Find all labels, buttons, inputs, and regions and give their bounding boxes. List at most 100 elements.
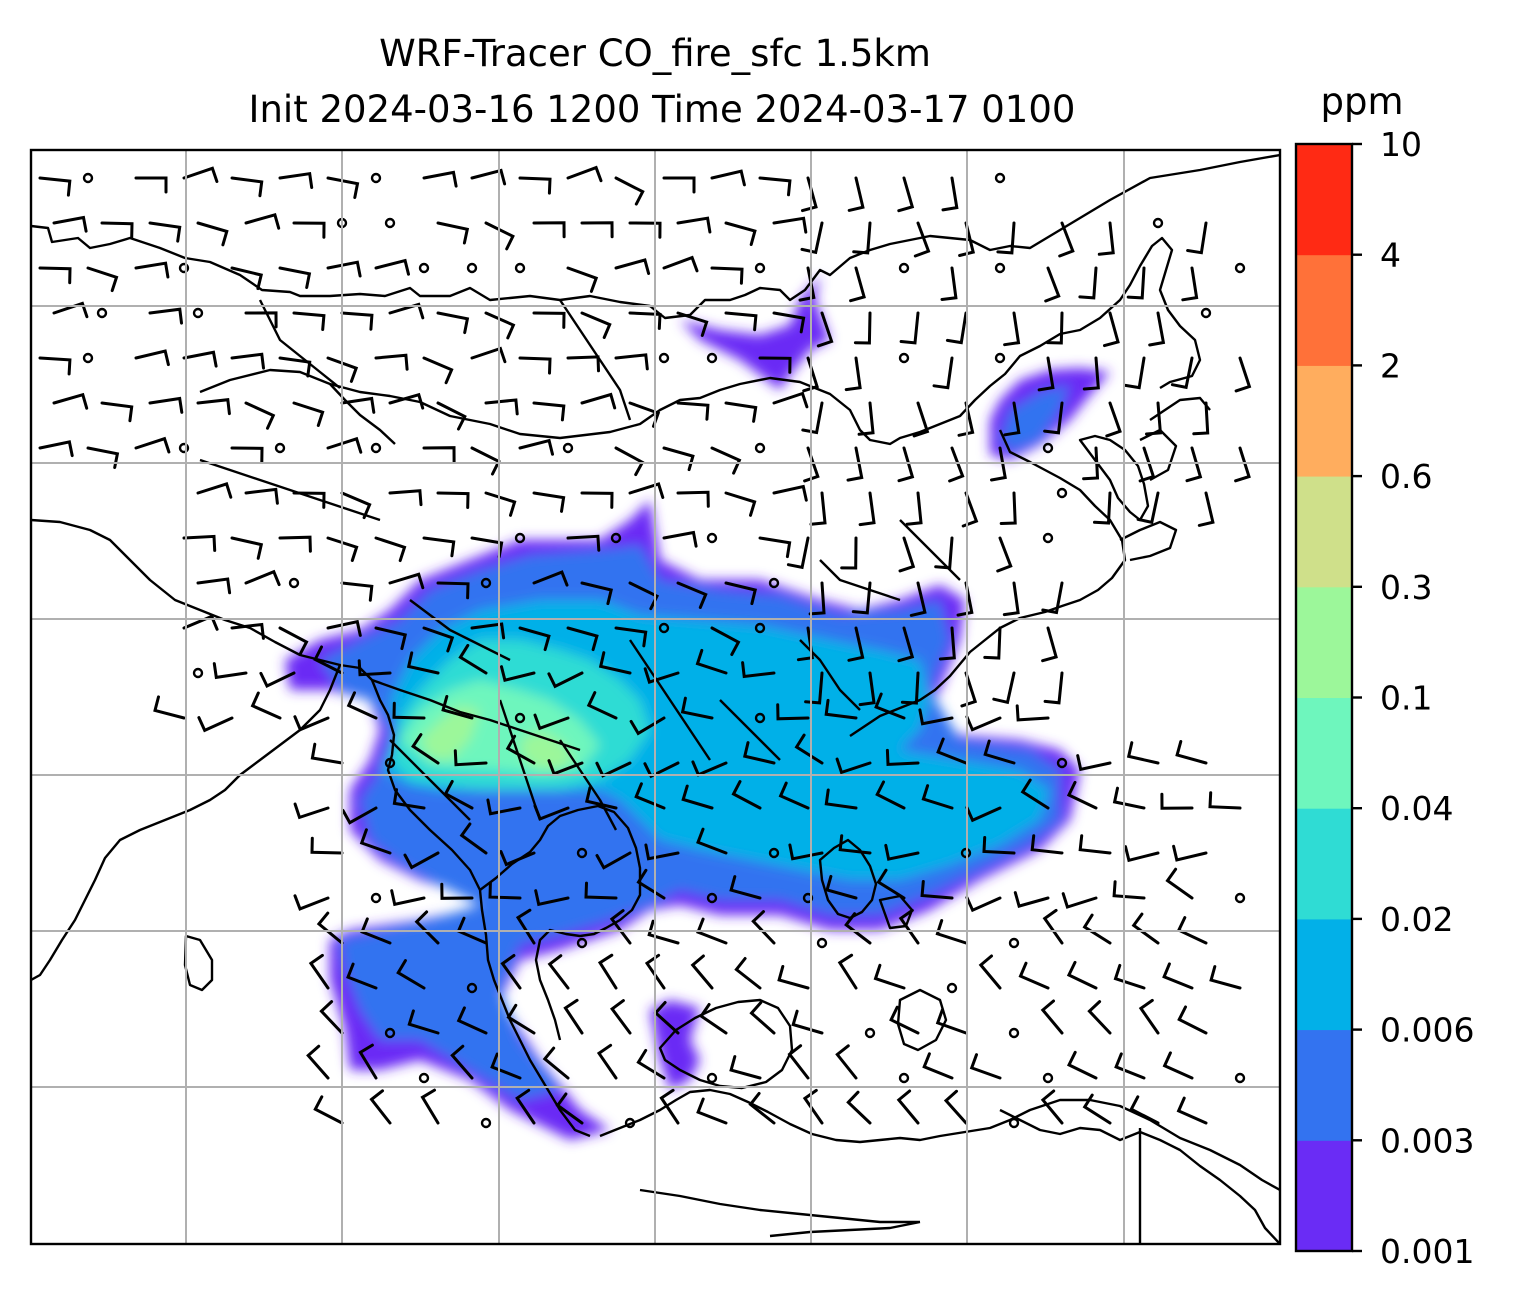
wind-barb bbox=[326, 260, 362, 278]
wind-barb bbox=[1042, 908, 1064, 945]
wind-barb bbox=[1082, 356, 1100, 391]
wind-barb bbox=[676, 581, 708, 609]
calm-wind-marker bbox=[384, 217, 396, 229]
coastlines bbox=[31, 153, 1280, 1244]
calm-wind-marker bbox=[562, 442, 574, 454]
colorbar-tick-label: 0.6 bbox=[1380, 457, 1432, 496]
wind-barb bbox=[758, 536, 792, 559]
wind-barb bbox=[778, 781, 810, 810]
calm-wind-marker bbox=[898, 352, 910, 364]
wind-barbs bbox=[38, 165, 1252, 1129]
wind-barb bbox=[943, 1089, 968, 1125]
wind-barb bbox=[1138, 446, 1156, 483]
wind-barb bbox=[1018, 961, 1050, 990]
wind-barb bbox=[441, 695, 474, 720]
calm-wind-marker bbox=[82, 352, 94, 364]
wind-barb bbox=[597, 953, 618, 990]
wind-barb bbox=[1041, 626, 1058, 663]
wind-barb bbox=[292, 401, 325, 427]
wind-barb bbox=[580, 581, 614, 606]
wind-barb bbox=[1126, 266, 1146, 300]
wind-barb bbox=[1148, 311, 1166, 347]
wind-barb bbox=[922, 1052, 954, 1080]
wind-barb bbox=[647, 919, 680, 945]
calm-wind-marker bbox=[994, 352, 1006, 364]
wind-barb bbox=[710, 169, 746, 187]
wind-barb bbox=[580, 311, 612, 339]
calm-wind-marker bbox=[946, 982, 958, 994]
wind-barb bbox=[306, 1044, 330, 1080]
wind-barb bbox=[1138, 998, 1160, 1035]
wind-barb bbox=[1002, 581, 1020, 617]
wind-barb bbox=[134, 349, 170, 367]
wind-barb bbox=[1076, 754, 1112, 772]
calm-wind-marker bbox=[418, 262, 430, 274]
wind-barb bbox=[586, 691, 618, 720]
wind-barb bbox=[957, 401, 975, 437]
wind-barb bbox=[699, 1003, 728, 1035]
wind-barb bbox=[1112, 786, 1146, 810]
wind-barb bbox=[422, 446, 456, 464]
wind-barb bbox=[748, 1091, 776, 1125]
wind-barb bbox=[244, 311, 278, 329]
wind-barb bbox=[230, 622, 265, 640]
wind-barb bbox=[1030, 834, 1064, 855]
wind-barb bbox=[358, 1043, 378, 1080]
wind-barb bbox=[1162, 962, 1194, 990]
wind-barb bbox=[547, 759, 584, 776]
calm-wind-marker bbox=[610, 532, 622, 544]
country-borders bbox=[199, 299, 961, 831]
wind-barb bbox=[1181, 266, 1199, 302]
colorbar-tick-label: 0.04 bbox=[1380, 789, 1453, 828]
wind-barb bbox=[292, 221, 326, 239]
coastline-java bbox=[639, 1188, 921, 1238]
wind-barb bbox=[278, 535, 312, 553]
coastline-borneo bbox=[658, 998, 794, 1090]
wind-barb bbox=[1234, 446, 1251, 483]
wind-barb bbox=[940, 266, 958, 301]
wind-barb bbox=[230, 446, 264, 464]
wind-barb bbox=[905, 491, 923, 526]
wind-barb bbox=[182, 614, 219, 631]
wind-barb bbox=[196, 221, 229, 247]
wind-barb bbox=[724, 491, 757, 517]
colorbar-unit: ppm bbox=[1320, 80, 1403, 123]
wind-barb bbox=[676, 401, 710, 421]
calm-wind-marker bbox=[864, 1027, 876, 1039]
wind-barb bbox=[403, 851, 440, 870]
wind-barb bbox=[825, 874, 858, 900]
wind-barb bbox=[555, 1092, 584, 1125]
wind-barb bbox=[230, 352, 265, 370]
calm-wind-marker bbox=[466, 982, 478, 994]
wind-barb bbox=[1172, 844, 1208, 862]
calm-wind-marker bbox=[480, 1117, 492, 1129]
wind-barb bbox=[1177, 1005, 1208, 1035]
wind-barb bbox=[1209, 965, 1242, 990]
wind-barb bbox=[958, 221, 976, 257]
wind-barb bbox=[422, 356, 454, 385]
wind-barb bbox=[969, 1053, 1002, 1080]
wind-barb bbox=[542, 1046, 570, 1080]
wind-barb bbox=[436, 311, 470, 335]
wind-barb bbox=[614, 258, 651, 275]
wind-barb bbox=[690, 954, 714, 990]
wind-barb bbox=[798, 266, 816, 302]
coastline-central bbox=[199, 236, 1202, 446]
wind-barb bbox=[1103, 311, 1120, 348]
colorbar-tick-label: 0.1 bbox=[1380, 679, 1432, 718]
wind-barb bbox=[609, 999, 632, 1035]
wind-barb bbox=[470, 168, 507, 186]
wind-barb bbox=[278, 626, 309, 656]
wind-barb bbox=[838, 834, 872, 855]
gridlines bbox=[31, 150, 1280, 1244]
calm-wind-marker bbox=[768, 847, 780, 859]
wind-barb bbox=[858, 491, 876, 527]
wind-barb bbox=[772, 484, 808, 502]
wind-barb bbox=[996, 536, 1013, 573]
wind-barb bbox=[885, 748, 920, 766]
wind-barb bbox=[182, 350, 218, 368]
wind-barb bbox=[456, 1006, 488, 1035]
wind-barb bbox=[724, 221, 757, 246]
calm-wind-marker bbox=[384, 1027, 396, 1039]
wind-barb bbox=[772, 311, 806, 334]
